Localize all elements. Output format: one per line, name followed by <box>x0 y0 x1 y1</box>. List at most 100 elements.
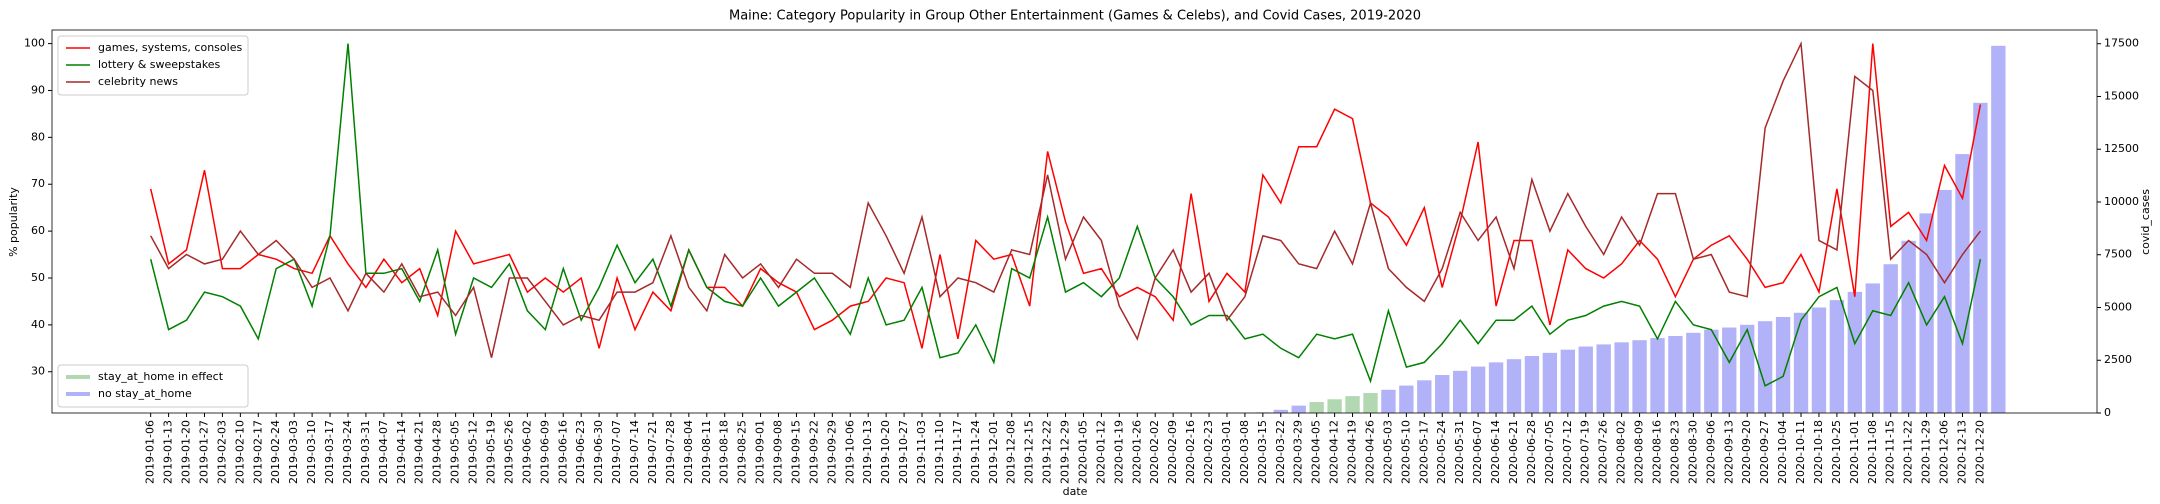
x-tick-label: 2020-10-25 <box>1830 420 1843 484</box>
legend-label: stay_at_home in effect <box>98 370 224 383</box>
x-tick-label: 2020-02-23 <box>1202 420 1215 484</box>
x-tick-label: 2019-12-29 <box>1059 420 1072 484</box>
x-tick-label: 2019-12-01 <box>987 420 1000 484</box>
bar <box>1309 402 1324 413</box>
bar <box>1829 300 1845 413</box>
y2-axis-label: covid_cases <box>2139 189 2152 255</box>
x-tick-label: 2020-11-08 <box>1866 420 1879 484</box>
legend-box <box>57 35 249 96</box>
x-tick-label: 2020-12-20 <box>1973 420 1986 484</box>
bar <box>1399 385 1414 413</box>
x-tick-label: 2020-08-30 <box>1686 420 1699 484</box>
x-tick-label: 2020-10-18 <box>1812 420 1825 484</box>
x-tick-label: 2020-05-10 <box>1399 420 1412 484</box>
bar <box>1435 375 1450 413</box>
bar <box>1273 409 1288 413</box>
x-tick-label: 2020-01-05 <box>1077 420 1090 484</box>
bar <box>1417 380 1432 413</box>
x-tick-label: 2020-07-05 <box>1543 420 1556 484</box>
x-tick-label: 2019-01-13 <box>162 420 175 484</box>
x-tick-label: 2020-09-20 <box>1740 420 1753 484</box>
bar <box>1955 154 1970 413</box>
x-tick-label: 2020-04-05 <box>1310 420 1323 484</box>
x-tick-label: 2020-02-09 <box>1166 420 1179 484</box>
x-tick-label: 2019-01-20 <box>180 420 193 484</box>
x-tick-label: 2019-07-21 <box>646 420 659 484</box>
bar <box>1793 312 1809 413</box>
bar <box>1363 392 1378 413</box>
x-tick-label: 2020-08-02 <box>1615 420 1628 484</box>
x-tick-label: 2020-03-01 <box>1220 420 1233 484</box>
y2-tick-label: 5000 <box>2104 300 2132 313</box>
x-tick-label: 2020-04-26 <box>1364 420 1377 484</box>
x-tick-label: 2019-10-20 <box>879 420 892 484</box>
x-tick-label: 2020-01-26 <box>1130 420 1143 484</box>
x-tick-label: 2020-04-12 <box>1328 420 1341 484</box>
x-tick-label: 2019-07-14 <box>628 420 641 484</box>
x-tick-label: 2019-09-08 <box>772 420 785 484</box>
x-tick-label: 2019-03-24 <box>341 420 354 484</box>
bar <box>1722 327 1737 413</box>
x-tick-label: 2019-09-29 <box>825 420 838 484</box>
bar <box>1937 189 1952 413</box>
x-tick-label: 2019-09-15 <box>790 420 803 484</box>
x-tick-label: 2019-08-18 <box>718 420 731 484</box>
x-tick-label: 2019-05-12 <box>467 420 480 484</box>
bar <box>1704 329 1719 413</box>
x-tick-label: 2019-11-03 <box>915 420 928 484</box>
y-tick-label: 40 <box>31 318 45 331</box>
x-tick-label: 2019-06-09 <box>538 420 551 484</box>
x-tick-label: 2019-02-17 <box>251 420 264 484</box>
chart-title: Maine: Category Popularity in Group Othe… <box>729 9 1421 24</box>
bar <box>1524 356 1540 413</box>
bar <box>1614 342 1629 413</box>
bar <box>1470 366 1486 413</box>
x-tick-label: 2019-09-22 <box>807 420 820 484</box>
x-tick-label: 2019-02-24 <box>269 420 282 484</box>
x-tick-label: 2020-12-13 <box>1956 420 1969 484</box>
x-tick-label: 2019-11-10 <box>933 420 946 484</box>
y-axis-label: % popularity <box>7 187 20 257</box>
x-tick-label: 2020-03-08 <box>1238 420 1251 484</box>
x-tick-label: 2019-08-11 <box>700 420 713 484</box>
x-axis-label: date <box>1063 485 1088 498</box>
bar <box>1919 213 1934 413</box>
x-tick-label: 2019-07-28 <box>664 420 677 484</box>
bar <box>1757 321 1773 413</box>
y-tick-label: 80 <box>31 130 45 143</box>
x-tick-label: 2019-03-03 <box>287 420 300 484</box>
y-tick-label: 100 <box>24 37 45 50</box>
x-tick-label: 2019-01-27 <box>198 420 211 484</box>
x-tick-label: 2020-06-07 <box>1471 420 1484 484</box>
y2-tick-label: 2500 <box>2104 353 2132 366</box>
x-tick-label: 2020-09-13 <box>1722 420 1735 484</box>
bar <box>1811 307 1827 413</box>
x-tick-label: 2020-01-19 <box>1112 420 1125 484</box>
x-tick-label: 2020-06-14 <box>1489 420 1502 484</box>
y2-tick-label: 7500 <box>2104 248 2132 261</box>
legend-label: celebrity news <box>98 75 178 88</box>
x-tick-label: 2019-04-21 <box>413 420 426 484</box>
x-tick-label: 2019-08-04 <box>682 420 695 484</box>
bar <box>1901 240 1916 413</box>
x-tick-label: 2020-01-12 <box>1094 420 1107 484</box>
x-tick-label: 2020-05-31 <box>1453 420 1466 484</box>
x-tick-label: 2019-04-14 <box>395 420 408 484</box>
x-tick-label: 2019-08-25 <box>736 420 749 484</box>
x-tick-label: 2020-11-22 <box>1902 420 1915 484</box>
x-tick-label: 2020-02-16 <box>1184 420 1197 484</box>
x-tick-label: 2020-08-16 <box>1651 420 1664 484</box>
plot-frame <box>51 29 2098 414</box>
x-tick-label: 2019-05-05 <box>449 420 462 484</box>
x-tick-label: 2019-06-02 <box>520 420 533 484</box>
line-series <box>150 40 1981 358</box>
y2-tick-label: 15000 <box>2104 89 2139 102</box>
x-tick-label: 2020-05-24 <box>1435 420 1448 484</box>
bar <box>1865 283 1880 413</box>
x-tick-label: 2020-05-17 <box>1417 420 1430 484</box>
y-tick-label: 30 <box>31 365 45 378</box>
bar <box>1345 396 1360 413</box>
bar <box>1883 264 1898 413</box>
bar <box>1542 352 1558 413</box>
